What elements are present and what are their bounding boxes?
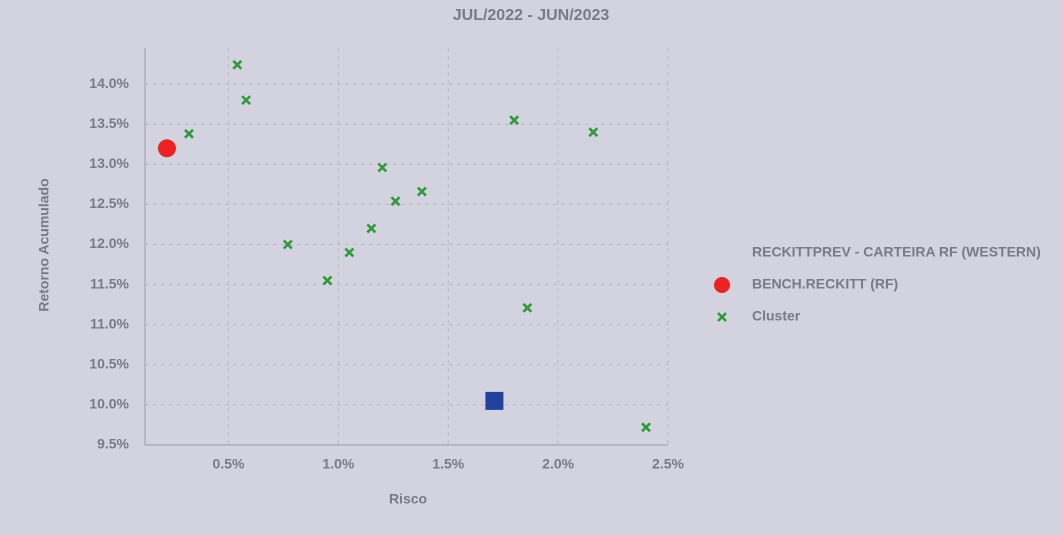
marker-x (522, 302, 533, 313)
y-tick-label: 14.0% (89, 75, 129, 91)
marker-x (377, 162, 388, 173)
y-tick-label: 10.0% (89, 396, 129, 412)
legend-label: Cluster (752, 308, 801, 324)
legend-marker (714, 277, 730, 293)
marker-x (390, 196, 401, 207)
y-tick-label: 11.5% (90, 275, 129, 291)
marker-x (366, 223, 377, 234)
y-tick-label: 12.0% (89, 235, 129, 251)
marker-x (241, 95, 252, 106)
marker-x (184, 128, 194, 139)
y-tick-label: 11.0% (90, 315, 129, 331)
marker-x (416, 186, 427, 197)
x-axis-label: Risco (389, 491, 427, 507)
legend-label: RECKITTPREV - CARTEIRA RF (WESTERN) (752, 244, 1041, 260)
marker-circle (157, 139, 176, 158)
y-axis-label: Retorno Acumulado (36, 178, 52, 311)
y-tick-label: 12.5% (89, 195, 129, 211)
chart-title: JUL/2022 - JUN/2023 (453, 7, 610, 24)
x-tick-label: 2.0% (542, 456, 574, 472)
y-tick-label: 13.5% (89, 115, 129, 131)
marker-square (485, 391, 504, 410)
legend-marker (717, 312, 727, 322)
x-tick-label: 2.5% (652, 456, 684, 472)
marker-x (322, 275, 333, 286)
marker-x (588, 127, 599, 138)
x-tick-label: 1.0% (322, 456, 354, 472)
x-tick-label: 1.5% (432, 456, 464, 472)
marker-x (344, 247, 355, 258)
x-tick-label: 0.5% (213, 456, 245, 472)
legend-label: BENCH.RECKITT (RF) (752, 276, 898, 292)
y-tick-label: 10.5% (89, 356, 129, 372)
y-tick-label: 9.5% (97, 436, 129, 452)
marker-x (641, 422, 651, 433)
marker-x (282, 239, 293, 250)
marker-x (232, 59, 243, 70)
y-tick-label: 13.0% (89, 155, 129, 171)
marker-x (509, 115, 520, 126)
